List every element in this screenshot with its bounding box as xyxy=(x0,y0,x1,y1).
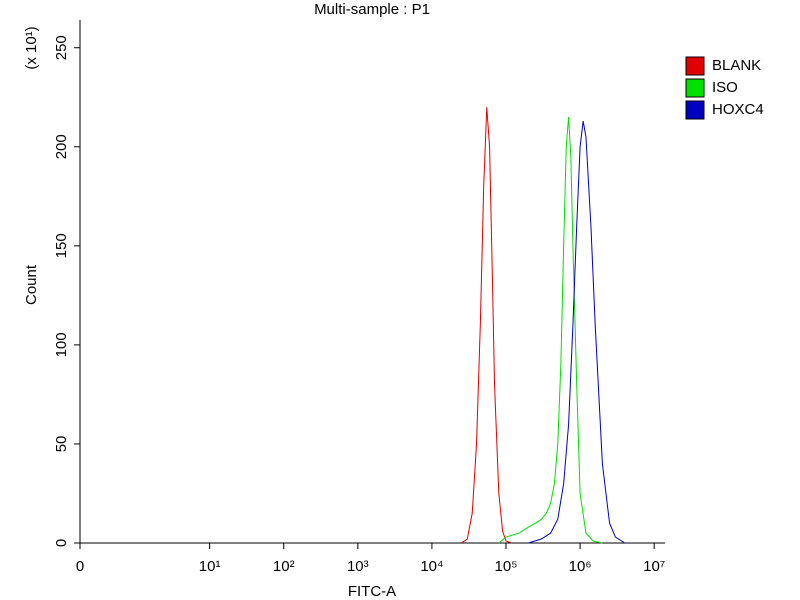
y-tick-label: 150 xyxy=(53,233,70,258)
legend-swatch xyxy=(685,78,705,98)
legend-label: BLANK xyxy=(712,57,761,74)
y-axis-label: Count xyxy=(23,264,40,305)
series-line xyxy=(528,120,625,544)
x-tick-label: 10⁵ xyxy=(495,558,518,575)
y-tick-label: 200 xyxy=(53,134,70,159)
y-tick-label: 250 xyxy=(53,35,70,60)
chart-title: Multi-sample : P1 xyxy=(314,1,430,18)
x-tick-label: 10⁶ xyxy=(569,558,592,575)
series-line xyxy=(461,107,513,544)
x-tick-label: 10⁴ xyxy=(420,558,443,575)
x-tick-label: 10¹ xyxy=(199,558,221,575)
y-tick-label: 100 xyxy=(53,332,70,357)
y-tick-label: 0 xyxy=(53,539,70,547)
x-tick-label: 10³ xyxy=(347,558,369,575)
y-multiplier: (x 10¹) xyxy=(23,26,40,69)
x-tick-label: 10² xyxy=(273,558,295,575)
legend-label: ISO xyxy=(712,79,738,96)
legend-label: HOXC4 xyxy=(712,101,764,118)
x-tick-label: 10⁷ xyxy=(643,558,665,575)
legend-swatch xyxy=(685,56,705,76)
series-line xyxy=(498,117,603,544)
legend-swatch xyxy=(685,100,705,120)
x-tick-label: 0 xyxy=(76,558,84,575)
x-axis-label: FITC-A xyxy=(348,583,396,600)
y-tick-label: 50 xyxy=(53,436,70,453)
